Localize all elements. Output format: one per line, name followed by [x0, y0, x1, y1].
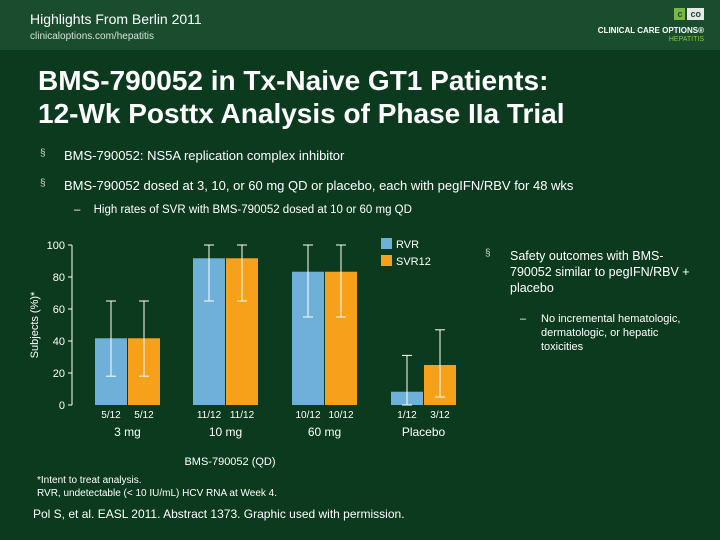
logo-tag-right: co [687, 8, 704, 20]
footnote-itt: *Intent to treat analysis. [37, 475, 142, 486]
slide-header: Highlights From Berlin 2011 clinicalopti… [0, 0, 720, 50]
y-tick-label: 60 [53, 304, 65, 316]
bar-fraction-label: 11/12 [197, 410, 222, 421]
logo-tag-left: c [674, 8, 686, 20]
side-sub-bullet-text: No incremental hematologic, dermatologic… [541, 313, 681, 353]
sub-bullet-text: High rates of SVR with BMS-790052 dosed … [93, 204, 412, 216]
side-bullet-text: Safety outcomes with BMS-790052 similar … [510, 249, 690, 295]
category-label: 60 mg [308, 425, 341, 439]
category-label: 10 mg [209, 425, 242, 439]
slide-title-line-1: BMS-790052 in Tx-Naive GT1 Patients: [38, 65, 549, 96]
header-title: Highlights From Berlin 2011 [30, 11, 202, 27]
legend-label-svr12: SVR12 [396, 256, 431, 268]
category-label: 3 mg [114, 425, 141, 439]
y-tick-label: 100 [47, 240, 65, 252]
bullet-1-text: BMS-790052: NS5A replication complex inh… [64, 148, 345, 163]
dash-marker: – [520, 313, 527, 325]
legend-swatch-svr12 [381, 255, 392, 266]
bar-chart: 0 20 40 60 80 100 Subjects (%)* 5/12 5/12 3 mg 11/… [29, 238, 456, 468]
slide-title-line-2: 12-Wk Posttx Analysis of Phase IIa Trial [38, 98, 565, 129]
bullet-2-text: BMS-790052 dosed at 3, 10, or 60 mg QD o… [64, 178, 574, 193]
bar-fraction-label: 3/12 [430, 410, 450, 421]
bar-fraction-label: 11/12 [230, 410, 255, 421]
slide-title: BMS-790052 in Tx-Naive GT1 Patients: 12-… [38, 64, 698, 130]
sub-bullet: – High rates of SVR with BMS-790052 dose… [74, 204, 412, 216]
x-axis-title: BMS-790052 (QD) [184, 456, 275, 468]
category-label: Placebo [402, 425, 446, 439]
clinical-care-options-logo: c co CLINICAL CARE OPTIONS® HEPATITIS [564, 8, 704, 48]
y-tick-label: 20 [53, 368, 65, 380]
bullet-marker: § [485, 248, 491, 259]
logo-wordmark: CLINICAL CARE OPTIONS® [597, 26, 704, 35]
bullet-marker: § [40, 178, 46, 189]
bar-fraction-label: 10/12 [328, 410, 353, 421]
y-tick-label: 0 [59, 400, 65, 412]
footnote-rvr: RVR, undetectable (< 10 IU/mL) HCV RNA a… [37, 488, 278, 499]
bar-fraction-label: 1/12 [397, 410, 417, 421]
y-tick-label: 40 [53, 336, 65, 348]
y-axis-title: Subjects (%)* [29, 291, 41, 358]
dash-marker: – [74, 204, 81, 216]
legend-label-rvr: RVR [396, 239, 419, 251]
legend-swatch-rvr [381, 238, 392, 249]
bullet-marker: § [40, 148, 46, 159]
bar-fraction-label: 10/12 [295, 410, 320, 421]
logo-subtitle: HEPATITIS [668, 36, 704, 43]
logo-tag: c co [674, 8, 704, 20]
header-url: clinicaloptions.com/hepatitis [30, 31, 154, 42]
bar-fraction-label: 5/12 [101, 410, 121, 421]
y-tick-label: 80 [53, 272, 65, 284]
citation: Pol S, et al. EASL 2011. Abstract 1373. … [33, 507, 405, 521]
bar-fraction-label: 5/12 [134, 410, 154, 421]
